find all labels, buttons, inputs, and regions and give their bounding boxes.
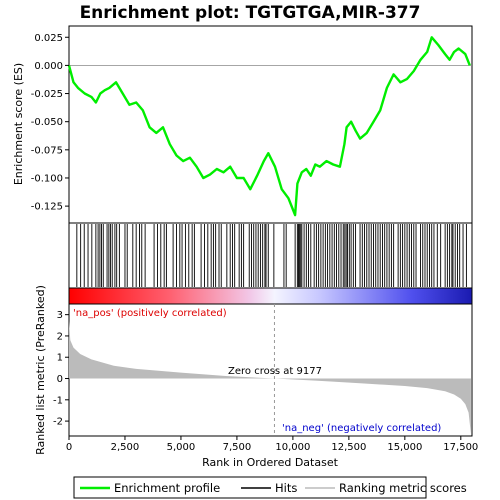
es-y-tick-label: -0.100 <box>31 173 63 184</box>
hit-marks <box>76 224 467 287</box>
legend-label-profile: Enrichment profile <box>114 481 220 495</box>
x-tick-label: 0 <box>66 442 72 453</box>
es-y-tick-label: 0.025 <box>34 33 63 44</box>
es-y-tick-label: -0.025 <box>31 89 63 100</box>
rank-color-bar <box>68 287 473 305</box>
zero-cross-label: Zero cross at 9177 <box>228 366 322 377</box>
metric-y-tick-label: -2 <box>53 417 63 428</box>
x-axis-ticks: 0 2,500 5,000 7,500 10,000 12,500 15,000 17,500 <box>66 436 478 453</box>
metric-y-tick-label: 3 <box>57 310 63 321</box>
x-tick-label: 17,500 <box>443 442 478 453</box>
ranking-metric-area <box>69 321 471 434</box>
x-tick-label: 5,000 <box>167 442 196 453</box>
metric-panel: 'na_pos' (positively correlated) Zero cr… <box>34 285 473 455</box>
x-tick-label: 12,500 <box>331 442 366 453</box>
legend-label-hits: Hits <box>275 481 297 495</box>
hits-panel <box>68 222 473 289</box>
neg-correlated-label: 'na_neg' (negatively correlated) <box>282 423 441 434</box>
x-tick-label: 2,500 <box>111 442 140 453</box>
chart-title: Enrichment plot: TGTGTGA,MIR-377 <box>80 3 421 23</box>
metric-y-ticks: 3 2 1 0 -1 -2 <box>53 310 69 428</box>
x-tick-label: 15,000 <box>387 442 422 453</box>
es-y-tick-label: -0.050 <box>31 117 63 128</box>
es-y-axis-title: Enrichment score (ES) <box>12 63 25 185</box>
legend-label-metric: Ranking metric scores <box>339 481 467 495</box>
legend: Enrichment profile Hits Ranking metric s… <box>73 476 467 499</box>
pos-correlated-label: 'na_pos' (positively correlated) <box>73 308 227 319</box>
es-y-ticks: 0.025 0.000 -0.025 -0.050 -0.075 -0.100 -0.125 <box>31 33 69 213</box>
metric-y-tick-label: 1 <box>57 353 63 364</box>
metric-y-axis-title: Ranked list metric (PreRanked) <box>34 285 47 455</box>
es-y-tick-label: -0.075 <box>31 145 63 156</box>
x-tick-label: 7,500 <box>223 442 252 453</box>
enrichment-profile-line <box>67 36 471 217</box>
es-y-tick-label: 0.000 <box>34 61 63 72</box>
metric-y-tick-label: 2 <box>57 331 63 342</box>
metric-y-tick-label: 0 <box>57 374 63 385</box>
x-axis-title: Rank in Ordered Dataset <box>202 456 339 469</box>
metric-y-tick-label: -1 <box>53 395 63 406</box>
es-y-tick-label: -0.125 <box>31 202 63 213</box>
x-tick-label: 10,000 <box>275 442 310 453</box>
es-panel: 0.025 0.000 -0.025 -0.050 -0.075 -0.100 -0.125… <box>12 25 473 224</box>
es-plot-frame <box>68 25 473 224</box>
